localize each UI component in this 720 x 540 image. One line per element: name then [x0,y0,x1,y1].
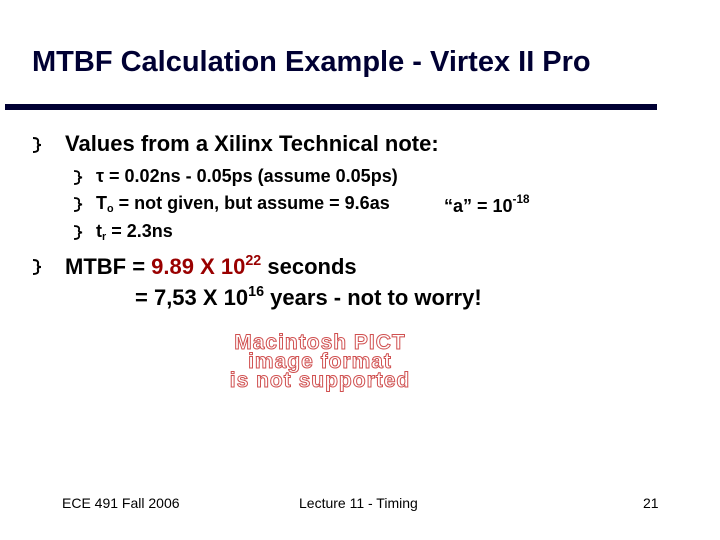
placeholder-line: is not supported [229,369,411,392]
text: t [96,221,102,241]
footer-left: ECE 491 Fall 2006 [62,495,180,511]
text: = 2.3ns [106,221,173,241]
highlight: 9.89 X 10 [151,254,246,279]
sub-bullet: τ = 0.02ns - 0.05ps (assume 0.05ps) [96,166,398,186]
bullet: MTBF = 9.89 X 1022 seconds [65,253,357,280]
bullet-continuation: = 7,53 X 1016 years - not to worry! [135,284,482,311]
superscript: 16 [248,284,265,300]
text: T [96,193,107,213]
text: seconds [261,254,357,279]
text: years - not to worry! [264,285,482,310]
placeholder-line: Macintosh PICT [234,331,406,354]
text: “a” = 10 [444,196,513,216]
text: MTBF = [65,254,152,279]
image-placeholder: Macintosh PICT image format is not suppo… [170,331,470,392]
footer-center: Lecture 11 - Timing [299,495,418,511]
bullet-icon [73,197,83,212]
text: = not given, but assume = 9.6as [113,193,390,213]
subscript: r [102,231,107,243]
slide-title: MTBF Calculation Example - Virtex II Pro [32,46,591,78]
superscript: 22 [245,253,262,269]
bullet-icon [32,259,42,275]
bullet-icon [73,170,83,185]
text: = 7,53 X 10 [135,285,249,310]
sub-bullet: To = not given, but assume = 9.6as [96,193,390,215]
note: “a” = 10-18 [444,193,529,217]
bullet: Values from a Xilinx Technical note: [65,131,439,156]
page-number: 21 [643,495,659,511]
superscript: -18 [512,193,530,206]
placeholder-line: image format [248,350,392,373]
bullet-icon [32,137,42,153]
title-rule [5,104,657,110]
sub-bullet: tr = 2.3ns [96,221,173,243]
bullet-icon [73,225,83,240]
subscript: o [107,203,114,215]
